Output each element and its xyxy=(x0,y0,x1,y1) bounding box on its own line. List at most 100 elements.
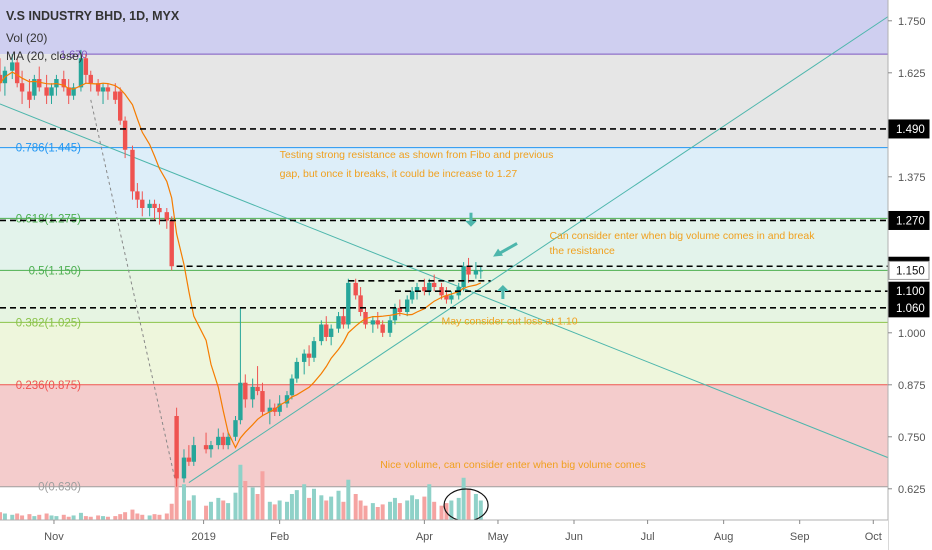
candle-body xyxy=(191,445,196,462)
volume-bar xyxy=(473,494,478,520)
candle-body xyxy=(301,353,307,362)
candle-body xyxy=(414,287,420,292)
volume-bar xyxy=(0,512,2,520)
candle-body xyxy=(375,320,380,325)
candle-body xyxy=(10,62,15,71)
arrow-up-head xyxy=(496,284,509,291)
volume-bar xyxy=(267,501,272,520)
candle-body xyxy=(152,203,157,208)
y-tick-label: 0.625 xyxy=(898,484,926,496)
volume-bar xyxy=(147,515,152,520)
volume-bar xyxy=(432,501,437,520)
volume-bar xyxy=(135,513,140,520)
candle-body xyxy=(181,457,187,479)
fib-zone-0.618 xyxy=(0,218,888,271)
candle-body xyxy=(221,436,226,446)
volume-bar xyxy=(319,495,324,520)
volume-bar xyxy=(208,501,213,520)
candle-body xyxy=(250,386,255,400)
volume-bar xyxy=(336,490,341,520)
x-tick-label: Sep xyxy=(790,531,810,543)
volume-bar xyxy=(15,513,20,520)
candle-body xyxy=(122,120,128,150)
annotation-text: the resistance xyxy=(549,245,615,257)
volume-bar xyxy=(289,494,294,520)
volume-bar xyxy=(37,514,42,520)
x-tick-label: Jun xyxy=(565,531,583,543)
candle-body xyxy=(78,58,84,88)
arrow-diagonal xyxy=(493,242,518,257)
candle-body xyxy=(135,191,140,200)
volume-bar xyxy=(255,494,260,520)
y-tick-label: 1.000 xyxy=(898,328,926,340)
trendline-1 xyxy=(188,16,889,483)
candle-body xyxy=(61,79,66,88)
fib-label-0.236: 0.236(0.875) xyxy=(16,380,81,392)
volume-bar xyxy=(466,488,471,520)
volume-bar xyxy=(118,514,123,520)
candle-body xyxy=(289,378,295,396)
indicator-volume[interactable]: Vol (20) xyxy=(6,31,48,45)
fib-zone-0.382 xyxy=(0,322,888,385)
arrow-diagonal-head xyxy=(493,248,504,257)
candle-body xyxy=(14,62,20,84)
candle-body xyxy=(174,416,179,479)
price-badge-1.060-bg xyxy=(888,298,930,318)
volume-bar xyxy=(307,497,312,520)
volume-bar xyxy=(358,500,363,520)
volume-bar xyxy=(427,484,432,520)
candle-body xyxy=(427,282,432,292)
moving-average xyxy=(0,71,482,449)
fib-zone-0.236 xyxy=(0,384,888,487)
candle-body xyxy=(0,74,3,84)
volume-bar xyxy=(123,512,128,520)
volume-bar xyxy=(272,504,277,520)
candle-body xyxy=(439,287,444,296)
y-tick-label: 0.750 xyxy=(898,432,926,444)
candle-body xyxy=(208,445,214,450)
indicator-ma[interactable]: MA (20, close) xyxy=(6,49,83,63)
volume-bar xyxy=(105,516,110,520)
volume-bar xyxy=(88,516,93,520)
price-badge-1.490: 1.490 xyxy=(896,124,925,136)
volume-bar xyxy=(157,514,162,520)
candle-body xyxy=(233,420,238,437)
volume-bar xyxy=(169,503,174,520)
candle-body xyxy=(277,403,282,412)
volume-bar xyxy=(415,499,420,520)
arrow-down-head xyxy=(464,220,477,227)
volume-bar xyxy=(250,487,255,520)
horizontal-levels xyxy=(0,128,888,309)
candle-body xyxy=(186,457,192,462)
volume-bar xyxy=(20,515,25,520)
price-axis: 0.625 0.750 0.875 1.000 1.375 1.625 1.750 1.490… xyxy=(887,0,932,550)
fib-zone-top-1 xyxy=(0,54,888,148)
price-badge-1.270-bg xyxy=(888,210,930,230)
annotations: Testing strong resistance as shown from … xyxy=(280,149,815,522)
fib-zone-top-0 xyxy=(0,0,888,55)
y-tick-label: 0.875 xyxy=(898,380,926,392)
candle-body xyxy=(37,79,42,88)
volume-bar xyxy=(44,513,49,520)
volume-bar xyxy=(388,501,393,520)
volume-bar xyxy=(221,500,226,520)
volume-bar xyxy=(164,513,169,520)
volume-bar xyxy=(83,516,88,520)
candle-body xyxy=(370,320,376,325)
candle-body xyxy=(27,91,32,100)
candle-body xyxy=(130,149,135,192)
candle-body xyxy=(157,208,162,213)
volume-bar xyxy=(294,490,299,520)
price-badge-1.270: 1.270 xyxy=(896,215,925,227)
candle-body xyxy=(238,382,243,421)
candle-body xyxy=(346,282,351,325)
candle-body xyxy=(267,407,273,412)
candle-body xyxy=(324,324,329,337)
time-axis-bg xyxy=(0,520,888,550)
volume-bar xyxy=(101,516,106,520)
current-price-badge: 1.150 xyxy=(896,265,925,277)
annotation-text: Nice volume, can consider enter when big… xyxy=(380,459,646,471)
candle-body xyxy=(444,295,449,300)
candle-body xyxy=(260,391,265,412)
